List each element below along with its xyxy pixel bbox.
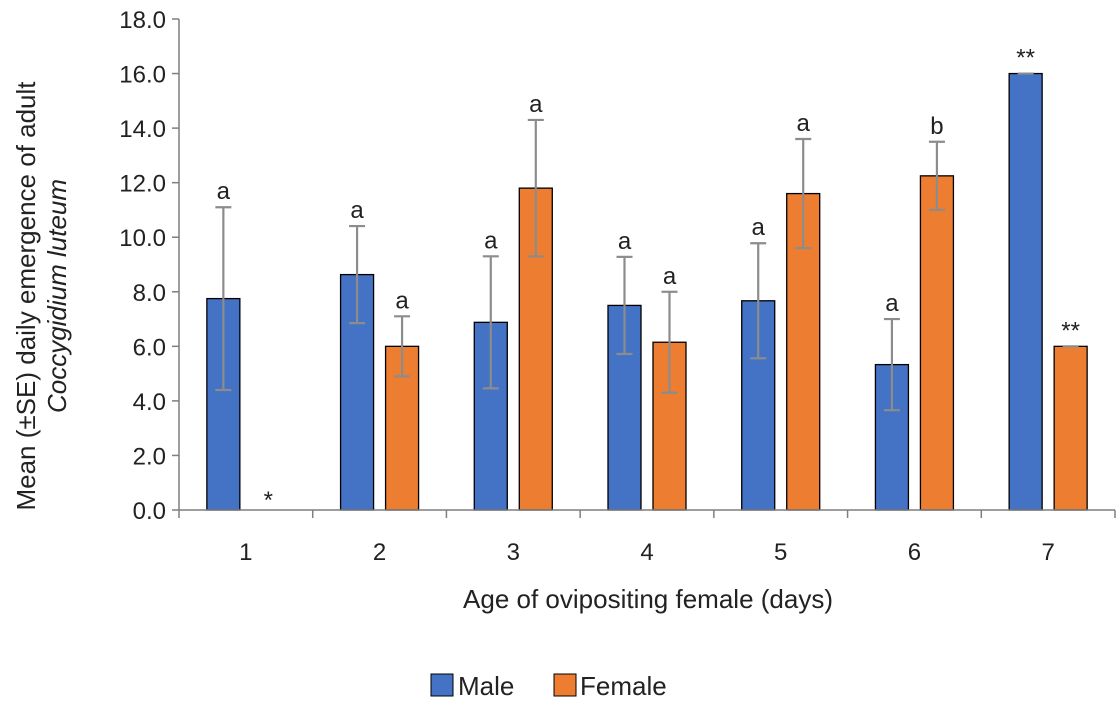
error-bar-female-4 (661, 290, 678, 394)
legend-label-female: Female (580, 671, 667, 701)
significance-label-female-4: a (663, 263, 677, 290)
x-tick-label-7: 7 (1041, 539, 1054, 566)
significance-labels-layer: a * a a a a a a a a a b ** ** (217, 45, 1080, 514)
significance-label-male-2: a (350, 197, 364, 224)
bar-female-6 (919, 175, 955, 511)
y-axis-title: Mean (±SE) daily emergence of adult Cocc… (11, 81, 72, 511)
significance-label-male-4: a (618, 228, 632, 255)
legend-label-male: Male (458, 671, 514, 701)
legend: Male Female (430, 671, 667, 701)
axes-layer: 1 2 3 4 5 6 7 0.0 2.0 4.0 6.0 8.0 10.0 12.0 14.0 16.0 18… (119, 7, 1116, 566)
x-tick-label-3: 3 (507, 539, 520, 566)
y-tick-label: 4.0 (133, 389, 166, 416)
significance-label-female-5: a (797, 110, 811, 137)
y-tick-label: 14.0 (119, 116, 166, 143)
error-bar-male-4 (616, 255, 633, 356)
bar-female-7 (1053, 345, 1088, 511)
bar-male-7 (1008, 72, 1043, 511)
significance-label-male-6: a (885, 290, 899, 317)
significance-label-male-1: a (217, 178, 231, 205)
significance-label-female-2: a (395, 287, 409, 314)
x-tick-label-4: 4 (640, 539, 653, 566)
x-tick-label-6: 6 (908, 539, 921, 566)
x-tick-label-2: 2 (373, 539, 386, 566)
x-tick-label-5: 5 (774, 539, 787, 566)
bar-male-3 (473, 321, 508, 511)
error-bar-male-6 (883, 317, 900, 412)
y-tick-label: 16.0 (119, 62, 166, 89)
error-bar-male-2 (349, 224, 366, 325)
significance-label-female-1: * (264, 487, 273, 514)
legend-swatch-female (553, 673, 577, 697)
significance-label-female-3: a (529, 91, 543, 118)
significance-label-male-7: ** (1016, 45, 1035, 72)
y-axis-title-line1: Mean (±SE) daily emergence of adult (11, 81, 41, 511)
significance-label-male-5: a (752, 214, 766, 241)
bars-layer (206, 72, 1088, 511)
y-tick-label: 12.0 (119, 171, 166, 198)
significance-label-female-7: ** (1061, 317, 1080, 344)
legend-swatch-male (430, 673, 454, 697)
y-tick-label: 2.0 (133, 443, 166, 470)
y-tick-label: 10.0 (119, 225, 166, 252)
y-axis-title-line2: Coccygidium luteum (42, 179, 72, 413)
y-tick-label: 0.0 (133, 498, 166, 525)
error-bar-male-1 (215, 206, 232, 392)
significance-label-female-6: b (930, 113, 943, 140)
x-tick-label-1: 1 (239, 539, 252, 566)
error-bar-female-2 (394, 315, 411, 378)
error-bar-female-6 (928, 140, 945, 212)
significance-label-male-3: a (484, 227, 498, 254)
y-tick-label: 6.0 (133, 334, 166, 361)
y-tick-label: 18.0 (119, 7, 166, 34)
error-bar-male-5 (750, 242, 767, 360)
error-bar-female-5 (795, 137, 812, 250)
error-bar-male-3 (482, 255, 499, 390)
x-axis-title: Age of ovipositing female (days) (463, 584, 833, 614)
y-tick-label: 8.0 (133, 280, 166, 307)
error-bar-female-3 (527, 118, 544, 258)
error-bars-layer (215, 72, 1079, 412)
